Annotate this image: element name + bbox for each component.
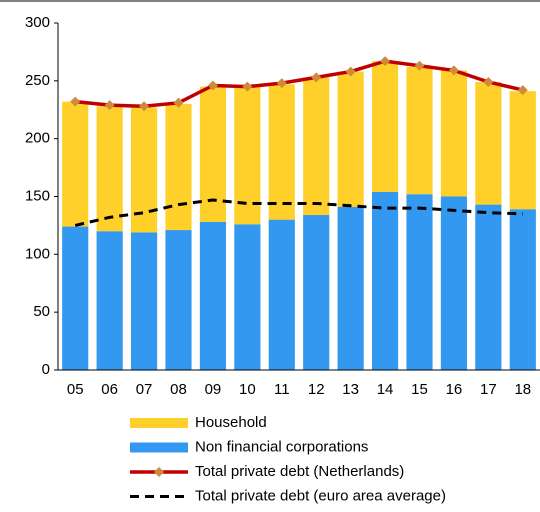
legend-swatch [130, 442, 188, 453]
y-tick-label: 0 [42, 361, 50, 378]
y-tick-label: 100 [25, 245, 50, 262]
line-marker [517, 85, 528, 96]
legend-label: Non financial corporations [195, 438, 368, 455]
bar-segment [199, 86, 227, 222]
line-marker [414, 60, 425, 71]
x-tick-label: 06 [101, 381, 118, 398]
line-marker [207, 80, 218, 91]
bar-segment [96, 231, 123, 370]
legend-swatch [130, 418, 188, 428]
bar-segment [337, 71, 364, 207]
x-tick-label: 13 [342, 381, 359, 398]
y-tick-label: 300 [25, 14, 50, 31]
bar-segment [268, 84, 295, 220]
bar-segment [62, 101, 89, 227]
line-series [75, 59, 524, 109]
x-tick-label: 17 [480, 381, 497, 398]
bar-segment [303, 77, 330, 216]
bar-segment [509, 91, 536, 210]
x-tick-label: 10 [239, 381, 256, 398]
bar-segment [475, 81, 502, 205]
bar-segment [440, 196, 468, 370]
bar-segment [96, 106, 123, 232]
bar-segment [62, 226, 89, 370]
bar-segment [406, 194, 433, 370]
line-marker [483, 76, 494, 87]
x-tick-label: 12 [308, 381, 325, 398]
line-marker [70, 96, 81, 107]
bar-segment [234, 224, 261, 370]
line-series [74, 198, 523, 227]
line-marker [448, 65, 459, 76]
x-tick-label: 08 [170, 381, 187, 398]
x-tick-label: 09 [205, 381, 222, 398]
x-tick-label: 15 [411, 381, 428, 398]
x-tick-label: 16 [446, 381, 463, 398]
bar-segment [440, 70, 468, 197]
line-marker [242, 81, 253, 92]
legend-marker [154, 467, 164, 477]
x-tick-label: 11 [274, 381, 290, 398]
line-marker [380, 56, 391, 67]
bar-segment [475, 204, 502, 370]
bar-segment [337, 206, 364, 370]
bar-segment [509, 209, 536, 370]
line-marker [276, 78, 287, 89]
line-marker [311, 72, 322, 83]
bar-segment [130, 232, 158, 370]
y-tick-label: 250 [25, 72, 50, 89]
bar-segment [165, 103, 192, 231]
x-tick-label: 05 [67, 381, 84, 398]
y-tick-label: 200 [25, 130, 50, 147]
x-tick-label: 07 [136, 381, 153, 398]
x-tick-label: 18 [514, 381, 531, 398]
x-tick-label: 14 [377, 381, 394, 398]
bar-segment [371, 61, 399, 192]
line-marker [173, 97, 184, 108]
legend-label: Household [195, 414, 267, 431]
bar-segment [303, 215, 330, 370]
line-marker [345, 66, 356, 77]
bar-segment [371, 191, 399, 370]
bar-segment [268, 219, 295, 370]
legend-label: Total private debt (Netherlands) [195, 463, 404, 480]
line-marker [104, 100, 115, 111]
line-marker [139, 101, 150, 112]
bar-segment [406, 66, 433, 195]
y-tick-label: 150 [25, 187, 50, 204]
y-tick-label: 50 [33, 303, 50, 320]
bar-segment [165, 230, 192, 370]
bar-segment [199, 221, 227, 370]
legend-label: Total private debt (euro area average) [195, 487, 446, 504]
